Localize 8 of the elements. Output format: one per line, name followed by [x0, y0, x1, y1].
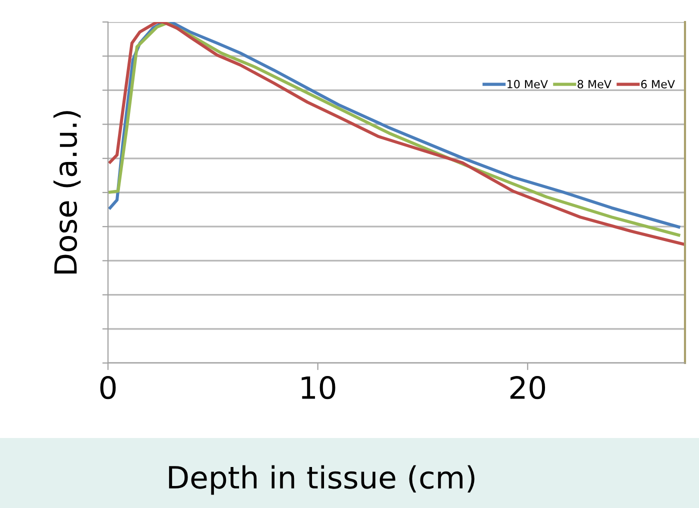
- x-axis-title: Depth in tissue (cm): [169, 465, 474, 495]
- x-tick-label: 20: [510, 376, 546, 400]
- x-tick-label: 10: [302, 376, 336, 400]
- legend-label: 6 MeV: [641, 80, 675, 88]
- y-axis-title: Dose (a.u.): [53, 111, 81, 274]
- legend-label: 8 MeV: [578, 80, 612, 88]
- legend-label: 10 MeV: [508, 80, 548, 88]
- x-tick-label: 0: [100, 376, 116, 400]
